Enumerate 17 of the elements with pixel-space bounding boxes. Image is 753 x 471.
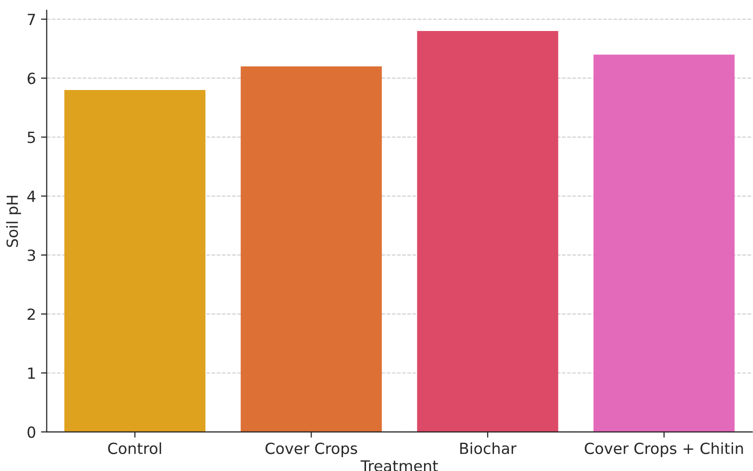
y-tick-label: 6	[28, 72, 36, 84]
y-tick-label: 2	[28, 308, 35, 320]
bar	[417, 30, 558, 432]
x-tick-label: Biochar	[460, 442, 517, 454]
y-tick-label: 4	[27, 190, 36, 202]
y-tick-label: 7	[28, 14, 35, 26]
y-tick-label: 3	[28, 250, 36, 262]
y-tick-label: 1	[28, 368, 35, 379]
x-tick-label: Control	[108, 442, 162, 454]
y-tick-label: 0	[28, 426, 36, 438]
y-tick-label: 5	[28, 132, 35, 144]
bar	[593, 54, 735, 432]
x-tick-label: Cover Crops	[266, 442, 358, 458]
y-axis-title: Soil pH	[6, 196, 21, 247]
x-tick-label: Cover Crops + Chitin	[584, 442, 743, 458]
bar	[64, 90, 206, 432]
bar	[240, 66, 382, 432]
